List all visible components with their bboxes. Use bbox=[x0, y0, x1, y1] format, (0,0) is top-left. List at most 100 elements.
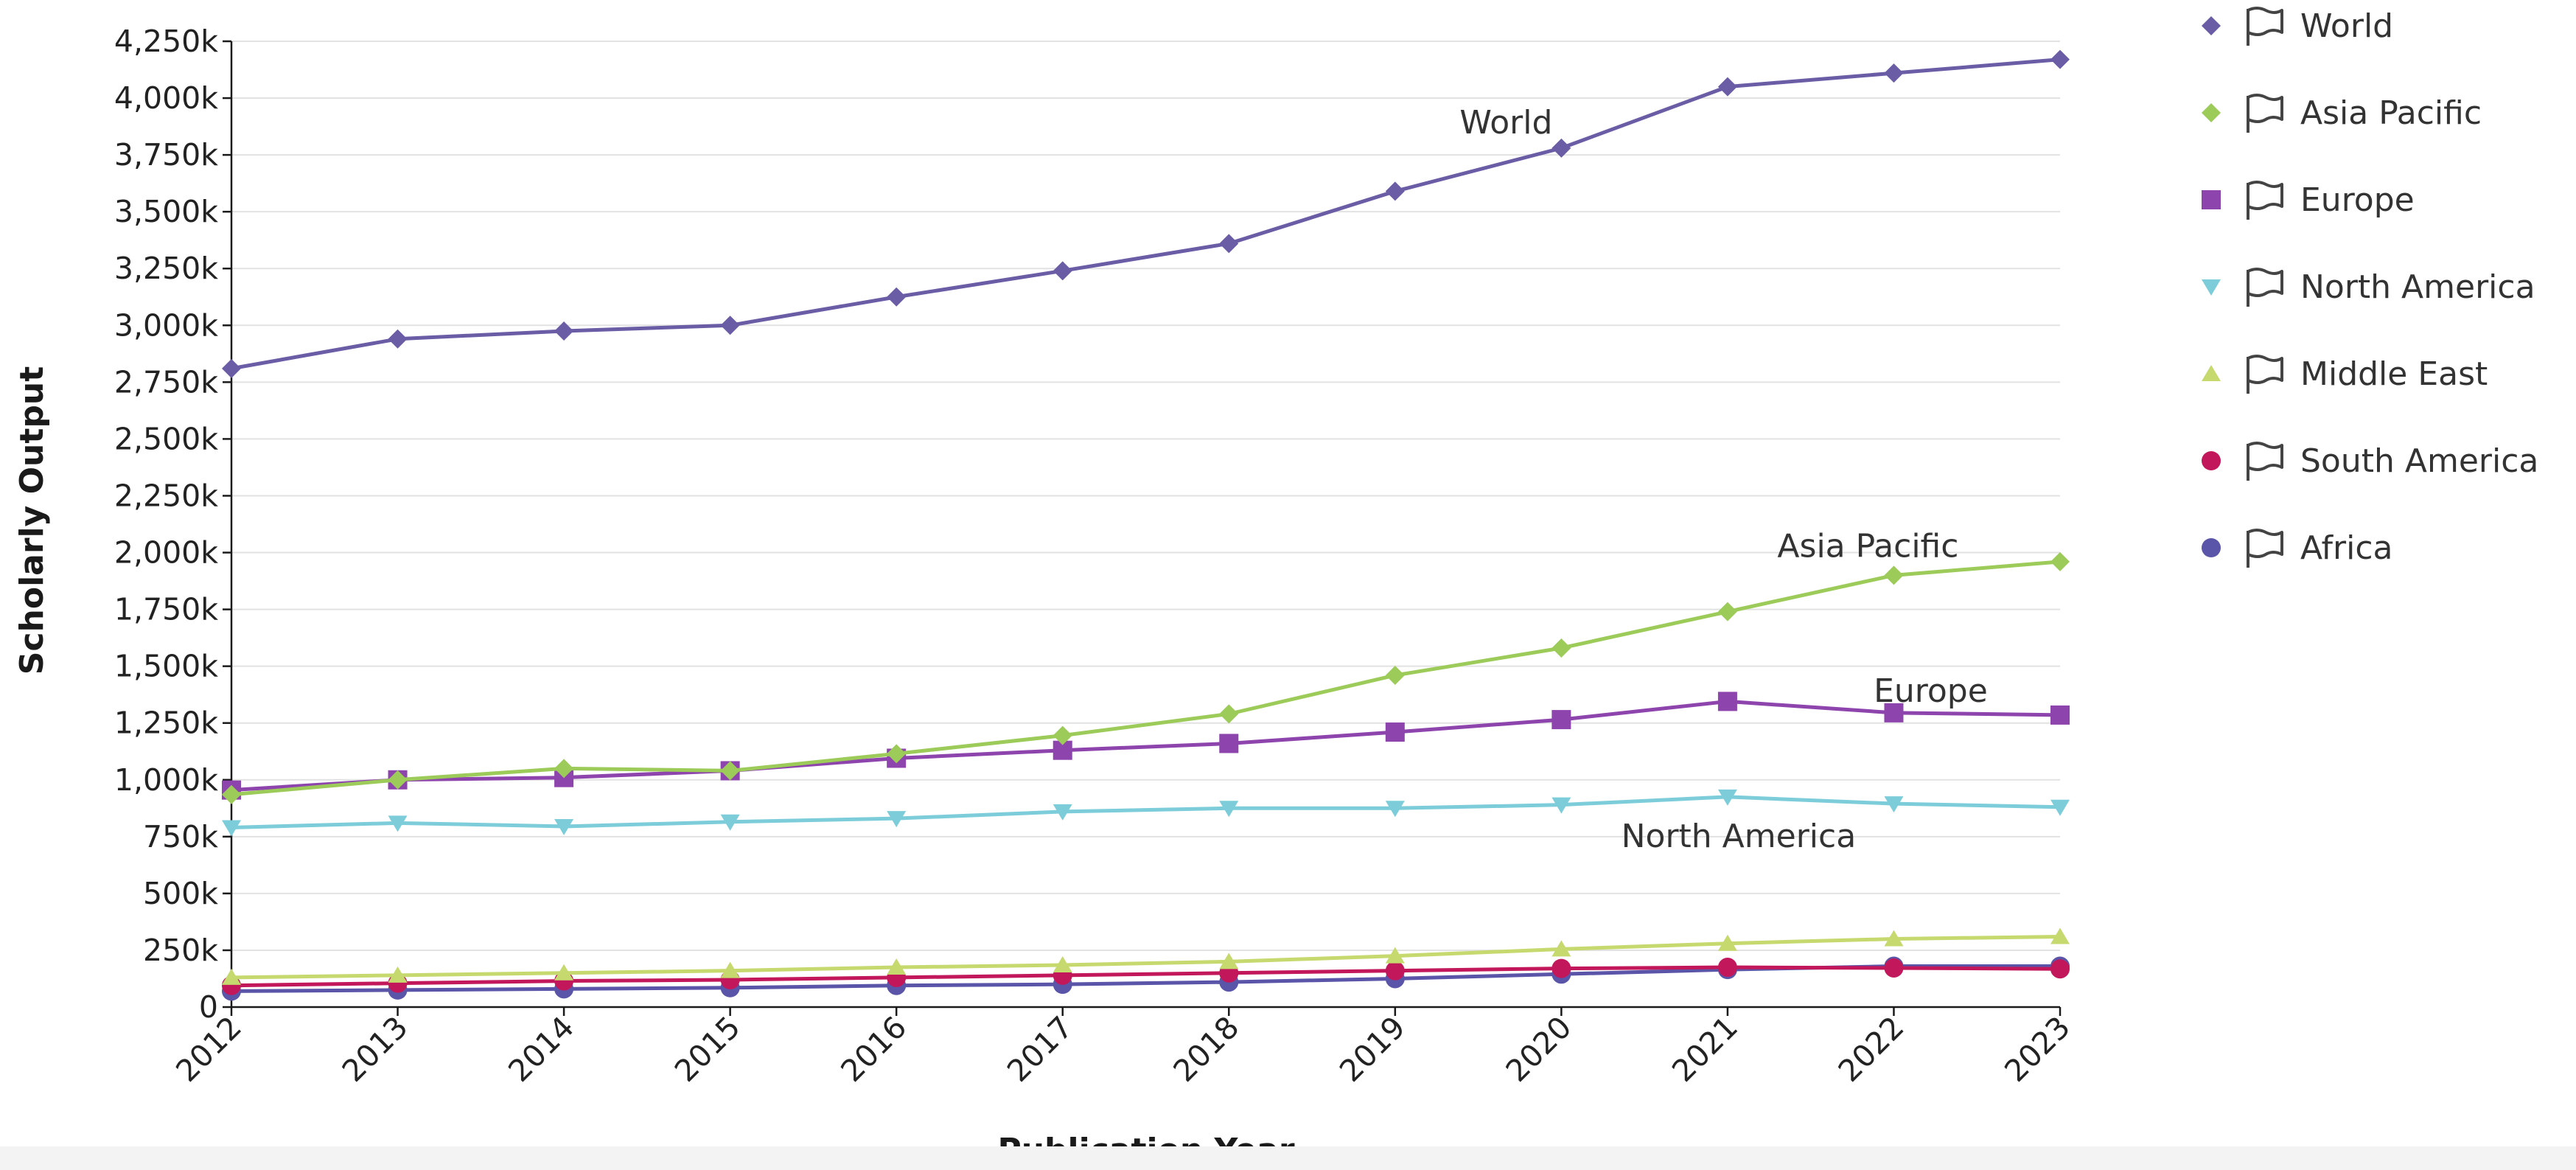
y-tick-label: 3,500k bbox=[114, 194, 218, 229]
y-tick-label: 2,500k bbox=[114, 421, 218, 456]
data-point-south-america[interactable] bbox=[1884, 958, 1903, 978]
legend-marker-shape bbox=[2202, 538, 2221, 557]
x-tick-label: 2020 bbox=[1499, 1009, 1579, 1089]
data-point-asia-pacific[interactable] bbox=[1884, 565, 1903, 585]
data-point-south-america[interactable] bbox=[2050, 959, 2070, 978]
series-line-africa[interactable] bbox=[231, 967, 2060, 992]
y-tick-label: 250k bbox=[143, 933, 218, 968]
data-point-world[interactable] bbox=[1219, 234, 1238, 253]
series-label-europe: Europe bbox=[1874, 672, 1988, 710]
legend-item-world[interactable]: World bbox=[2193, 0, 2576, 63]
legend-marker-middle-east bbox=[2193, 355, 2230, 392]
data-point-europe[interactable] bbox=[1551, 710, 1571, 729]
data-point-europe[interactable] bbox=[2050, 706, 2070, 725]
data-point-world[interactable] bbox=[388, 330, 408, 349]
axes bbox=[231, 41, 2060, 1007]
y-tick-label: 1,000k bbox=[114, 762, 218, 798]
data-point-south-america[interactable] bbox=[1386, 961, 1405, 981]
data-point-world[interactable] bbox=[887, 288, 906, 307]
legend-label: Asia Pacific bbox=[2300, 94, 2482, 132]
flag-icon[interactable] bbox=[2237, 88, 2290, 137]
flag-icon[interactable] bbox=[2237, 175, 2290, 224]
legend-item-middle-east[interactable]: Middle East bbox=[2193, 337, 2576, 411]
legend-label: Middle East bbox=[2300, 355, 2488, 393]
y-tick-label: 500k bbox=[143, 876, 218, 911]
legend-item-asia-pacific[interactable]: Asia Pacific bbox=[2193, 76, 2576, 150]
flag-icon[interactable] bbox=[2237, 1, 2290, 50]
legend-marker-europe bbox=[2193, 181, 2230, 218]
legend-marker-shape bbox=[2202, 451, 2221, 470]
data-point-south-america[interactable] bbox=[1551, 959, 1571, 978]
legend-item-africa[interactable]: Africa bbox=[2193, 511, 2576, 585]
y-tick-label: 2,000k bbox=[114, 535, 218, 571]
x-tick-label: 2019 bbox=[1333, 1009, 1412, 1089]
legend-item-europe[interactable]: Europe bbox=[2193, 163, 2576, 237]
series-world bbox=[222, 50, 2070, 378]
data-point-europe[interactable] bbox=[1386, 722, 1405, 742]
data-point-south-america[interactable] bbox=[1718, 958, 1737, 977]
y-tick-label: 2,750k bbox=[114, 364, 218, 400]
flag-icon[interactable] bbox=[2237, 349, 2290, 398]
legend-marker-shape bbox=[2202, 16, 2221, 35]
x-tick-label: 2014 bbox=[501, 1009, 581, 1089]
series-asia-pacific bbox=[222, 552, 2070, 804]
x-tick-label: 2021 bbox=[1665, 1009, 1745, 1089]
flag-icon[interactable] bbox=[2237, 262, 2290, 311]
footer-band bbox=[0, 1146, 2576, 1170]
y-tick-label: 4,000k bbox=[114, 80, 218, 116]
y-axis-ticks: 0250k500k750k1,000k1,250k1,500k1,750k2,0… bbox=[114, 24, 231, 1025]
data-point-europe[interactable] bbox=[1718, 692, 1737, 711]
series-label-world: World bbox=[1459, 104, 1552, 142]
flag-icon[interactable] bbox=[2237, 523, 2290, 572]
y-tick-label: 4,250k bbox=[114, 24, 218, 59]
series-line-world[interactable] bbox=[231, 60, 2060, 369]
series-line-middle-east[interactable] bbox=[231, 936, 2060, 977]
x-tick-label: 2018 bbox=[1167, 1009, 1246, 1089]
data-point-world[interactable] bbox=[2050, 50, 2070, 69]
y-tick-label: 3,000k bbox=[114, 307, 218, 343]
series-line-europe[interactable] bbox=[231, 701, 2060, 790]
legend-item-south-america[interactable]: South America bbox=[2193, 424, 2576, 498]
data-point-asia-pacific[interactable] bbox=[2050, 552, 2070, 571]
legend-marker-north-america bbox=[2193, 268, 2230, 305]
data-point-world[interactable] bbox=[1386, 181, 1405, 201]
flag-icon[interactable] bbox=[2237, 436, 2290, 485]
data-point-world[interactable] bbox=[1718, 77, 1737, 97]
y-tick-label: 1,250k bbox=[114, 706, 218, 741]
data-point-europe[interactable] bbox=[1219, 734, 1238, 753]
data-point-world[interactable] bbox=[1884, 63, 1903, 83]
data-point-world[interactable] bbox=[721, 316, 740, 335]
legend-label: South America bbox=[2300, 442, 2538, 480]
legend-item-north-america[interactable]: North America bbox=[2193, 250, 2576, 324]
y-tick-label: 1,500k bbox=[114, 649, 218, 684]
y-tick-label: 3,750k bbox=[114, 137, 218, 173]
legend-label: North America bbox=[2300, 268, 2535, 306]
x-tick-label: 2013 bbox=[335, 1009, 415, 1089]
data-point-asia-pacific[interactable] bbox=[1386, 666, 1405, 685]
legend-marker-shape bbox=[2202, 279, 2221, 296]
legend-marker-shape bbox=[2202, 103, 2221, 122]
legend-marker-world bbox=[2193, 7, 2230, 44]
legend-label: Africa bbox=[2300, 529, 2393, 567]
series-europe bbox=[222, 692, 2070, 799]
legend-marker-shape bbox=[2202, 190, 2221, 209]
series-label-asia-pacific: Asia Pacific bbox=[1777, 527, 1958, 565]
series-line-asia-pacific[interactable] bbox=[231, 562, 2060, 795]
y-tick-label: 1,750k bbox=[114, 592, 218, 627]
x-tick-label: 2016 bbox=[834, 1009, 914, 1089]
legend-marker-shape bbox=[2202, 365, 2221, 381]
data-point-world[interactable] bbox=[1053, 261, 1072, 280]
data-point-world[interactable] bbox=[554, 321, 573, 341]
series-middle-east bbox=[222, 927, 2070, 984]
data-point-asia-pacific[interactable] bbox=[1718, 602, 1737, 621]
data-point-asia-pacific[interactable] bbox=[1551, 638, 1571, 658]
y-tick-label: 750k bbox=[143, 819, 218, 854]
legend-label: World bbox=[2300, 7, 2393, 45]
data-point-world[interactable] bbox=[222, 359, 241, 378]
series-label-north-america: North America bbox=[1622, 818, 1857, 855]
data-point-asia-pacific[interactable] bbox=[1219, 704, 1238, 723]
series-inline-labels: World Asia Pacific Europe North America bbox=[1459, 104, 1988, 855]
y-tick-label: 3,250k bbox=[114, 251, 218, 286]
x-tick-label: 2023 bbox=[1997, 1009, 2077, 1089]
